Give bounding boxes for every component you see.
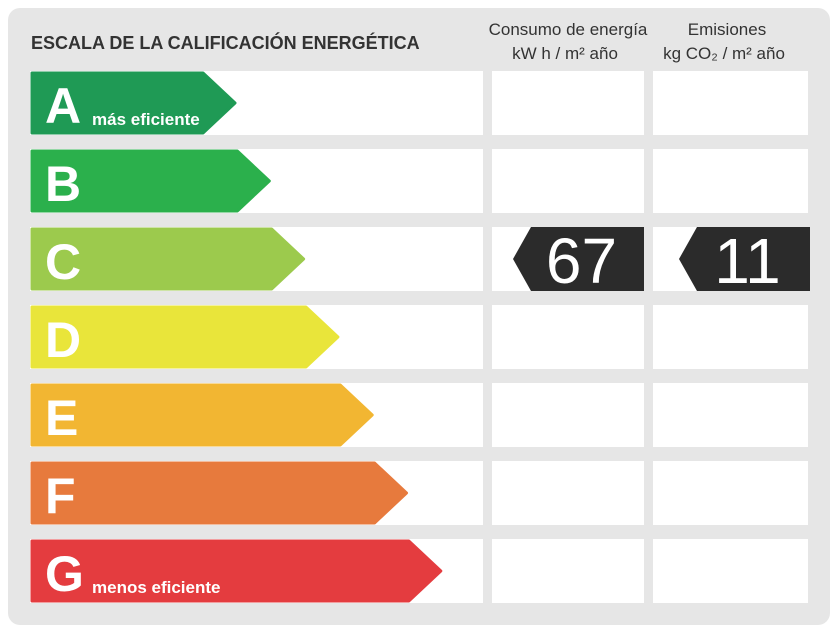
emissions-header: Emisiones (688, 20, 766, 39)
emissions-cell (653, 71, 808, 135)
emissions-cell (653, 539, 808, 603)
rating-bar (30, 539, 443, 603)
energy-unit: kW h / m² año (512, 44, 618, 63)
rating-bar (30, 149, 271, 213)
energy-cell (492, 305, 644, 369)
energy-value: 67 (546, 225, 617, 297)
energy-cell (492, 383, 644, 447)
emissions-cell (653, 461, 808, 525)
emissions-value: 11 (714, 225, 780, 297)
rating-bar (30, 305, 340, 369)
emissions-cell (653, 149, 808, 213)
rating-letter: E (45, 390, 78, 446)
rating-note: menos eficiente (92, 578, 221, 597)
energy-cell (492, 461, 644, 525)
rating-letter: C (45, 234, 81, 290)
rating-bar (30, 71, 237, 135)
energy-cell (492, 71, 644, 135)
rating-bar (30, 383, 374, 447)
rating-bar (30, 461, 408, 525)
label-title: ESCALA DE LA CALIFICACIÓN ENERGÉTICA (31, 32, 420, 53)
energy-badge (513, 227, 644, 291)
emissions-cell (653, 383, 808, 447)
rating-letter: D (45, 312, 81, 368)
energy-cell (492, 539, 644, 603)
rating-letter: G (45, 546, 84, 602)
rating-letter: A (45, 78, 81, 134)
rating-note: más eficiente (92, 110, 200, 129)
emissions-unit: kg CO₂ / m² año (663, 44, 785, 63)
rating-letter: B (45, 156, 81, 212)
energy-cell (492, 149, 644, 213)
energy-header: Consumo de energía (489, 20, 648, 39)
emissions-badge (679, 227, 810, 291)
rating-bar (30, 227, 306, 291)
rating-letter: F (45, 468, 76, 524)
emissions-cell (653, 305, 808, 369)
